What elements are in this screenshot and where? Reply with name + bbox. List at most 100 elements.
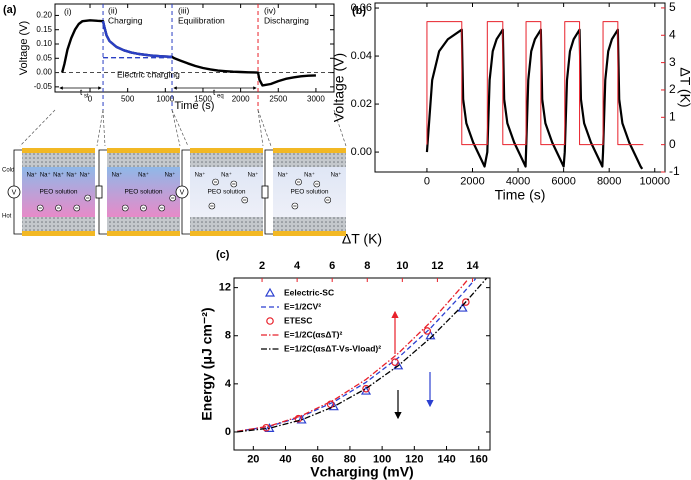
x-axis-title: Vcharging (mV) [310, 464, 413, 480]
current-collector [273, 231, 346, 236]
x-tick-label: 4000 [506, 176, 530, 188]
y2-tick-label: 1 [669, 109, 676, 123]
x-tick-label: 6000 [551, 176, 575, 188]
y2-axis-title: ΔT (K) [677, 67, 691, 107]
electrode [22, 217, 95, 231]
x2-axis-title: ΔT (K) [342, 231, 382, 247]
panel-label: (a) [3, 4, 17, 16]
x-tick-label: 1500 [194, 95, 212, 104]
data-line [101, 20, 173, 59]
ion-label: Na⁺ [331, 172, 342, 179]
y-tick-label: 0.15 [36, 25, 52, 34]
annotation: Equilibration [178, 15, 225, 25]
ion-label: Na⁺ [278, 172, 289, 179]
y-tick-label: -0.05 [34, 82, 53, 91]
y-axis-title: Voltage (V) [18, 21, 30, 75]
x-tick-label: 2000 [460, 176, 484, 188]
legend-label: E=1/2CV² [284, 301, 321, 311]
x2-tick-label: 10 [396, 260, 408, 272]
annotation: Electric charging [117, 69, 180, 79]
x-tick-label: 0 [424, 176, 430, 188]
annotation: (ii) [108, 5, 118, 15]
x2-tick-label: 4 [294, 260, 301, 272]
electrode [190, 153, 263, 167]
cell: Na⁺ Na⁺ Na⁺ PEO solution [261, 148, 346, 236]
electrode [22, 153, 95, 167]
annotation: (iv) [264, 5, 276, 15]
x-tick-label: 20 [247, 454, 259, 466]
x-tick-label: 500 [121, 95, 135, 104]
plot-frame [233, 277, 491, 451]
data-point [264, 423, 275, 432]
cell: V Na⁺ Na⁺ Na⁺ PEO solution [175, 148, 263, 236]
ion-label: Na⁺ [221, 172, 232, 179]
y2-tick-label: 2 [669, 82, 676, 96]
ion-label: Na⁺ [66, 172, 77, 179]
cell: Na⁺ Na⁺ Na⁺ PEO solution [95, 148, 180, 236]
y2-tick-label: 3 [669, 55, 676, 69]
ion-label: Na⁺ [53, 172, 64, 179]
data-line [237, 279, 468, 433]
ion-label: Na⁺ [80, 172, 91, 179]
series-group [237, 278, 488, 433]
x-tick-label: 60 [312, 454, 324, 466]
circuit-wire [13, 149, 22, 235]
annotation: t [213, 88, 216, 97]
electrolyte-label: PEO solution [208, 189, 246, 196]
side-label: Cold [2, 168, 14, 174]
y-tick-label: 0 [225, 426, 231, 438]
x-tick-label: 10000 [639, 176, 670, 188]
ion-label: Na⁺ [40, 172, 51, 179]
data-line [426, 21, 644, 146]
x-axis-title: Time (s) [175, 100, 215, 112]
annotation-subscript: eq [217, 94, 224, 100]
y2-tick-label: 5 [669, 0, 676, 14]
ion-label: Na⁺ [304, 172, 315, 179]
voltmeter-label: V [180, 189, 185, 196]
ion-label: Na⁺ [165, 172, 176, 179]
circuit-wire [181, 149, 190, 235]
panel-label: (b) [352, 5, 366, 17]
current-collector [273, 148, 346, 153]
x2-tick-label: 8 [364, 260, 370, 272]
series-group [60, 19, 316, 87]
circuit-wire [264, 149, 273, 235]
electrode [273, 153, 346, 167]
x2-tick-label: 2 [259, 260, 265, 272]
y-tick-label: 0.20 [36, 11, 52, 20]
plot-frame [374, 2, 666, 173]
data-line [425, 28, 644, 170]
x-tick-label: 100 [373, 454, 391, 466]
legend-label: Eelectric-SC [284, 287, 334, 297]
x-tick-label: 160 [470, 454, 488, 466]
x-tick-label: 2500 [269, 95, 287, 104]
current-collector [190, 231, 263, 236]
series-group [425, 21, 644, 170]
data-point [462, 298, 470, 306]
ion-label: Na⁺ [27, 172, 38, 179]
y-tick-label: 0.06 [351, 2, 372, 14]
y-axis-title: Voltage (V) [331, 53, 347, 122]
y-tick-label: 0.00 [351, 146, 372, 158]
y-tick-label: 8 [225, 330, 231, 342]
x-tick-label: 120 [405, 454, 423, 466]
y-tick-label: 0.10 [36, 39, 52, 48]
annotation: Discharging [264, 15, 309, 25]
electrolyte-label: PEO solution [40, 189, 78, 196]
x2-tick-label: 6 [329, 260, 335, 272]
legend-label: ETESC [284, 315, 312, 325]
y-axis-title: Energy (μJ cm⁻²) [199, 307, 215, 420]
load [261, 185, 269, 199]
y-tick-label: 0.00 [36, 68, 52, 77]
data-line [237, 278, 477, 433]
legend-marker [266, 317, 274, 325]
legend-marker [264, 287, 276, 297]
electrode [190, 217, 263, 231]
x-tick-label: 40 [279, 454, 291, 466]
data-point [328, 401, 339, 411]
load [95, 185, 103, 199]
annotation: t [80, 88, 83, 97]
x2-tick-label: 14 [466, 260, 479, 272]
data-point [294, 414, 303, 423]
